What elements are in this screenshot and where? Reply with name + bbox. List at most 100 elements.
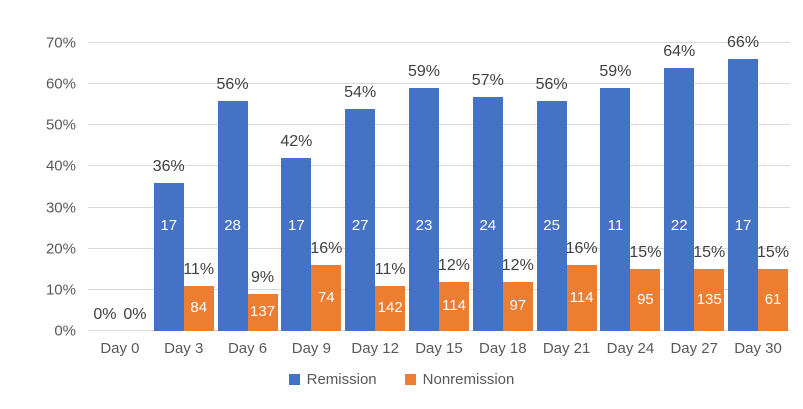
gridline-20pct: [88, 247, 790, 249]
x-axis-category-label-day-6: Day 6: [227, 340, 268, 357]
count-label: 23: [415, 217, 433, 234]
pct-label: 16%: [565, 240, 598, 258]
bar-nonremission-day-18[interactable]: 12% 97: [502, 257, 534, 331]
bar-nonremission-day-12[interactable]: 11% 142: [375, 261, 406, 331]
count-label: 74: [318, 289, 335, 307]
pct-label: 11%: [374, 260, 406, 278]
bar-groups: 0% 0% 36% 17 11% 84 56% 28 9% 137 42% 17 16% 74 54% 27 1…: [88, 34, 790, 331]
y-axis-tick-label: 10%: [45, 281, 76, 299]
bar-group-day-18: 57% 24 12% 97: [471, 43, 535, 331]
bar-remission-day-6[interactable]: 56% 28: [217, 76, 249, 331]
count-label: 135: [696, 291, 722, 309]
bar-group-day-0: 0% 0%: [88, 43, 152, 331]
x-axis-category-label-day-3: Day 3: [164, 340, 204, 357]
gridline-70pct: [88, 42, 790, 43]
bar-nonremission-day-3[interactable]: 11% 84: [183, 261, 214, 331]
legend: Remission Nonremission: [0, 371, 803, 388]
pct-label: 54%: [344, 83, 377, 101]
pct-label: 0%: [123, 306, 147, 323]
gridline-30pct: [88, 206, 790, 208]
count-label: 142: [377, 299, 403, 317]
pct-label: 12%: [437, 256, 470, 274]
bar-nonremission-day-21[interactable]: 16% 114: [566, 240, 598, 331]
bar-group-day-6: 56% 28 9% 137: [216, 43, 280, 331]
x-axis-category-label-day-9: Day 9: [291, 340, 331, 357]
count-label: 17: [734, 217, 752, 234]
gridline-40pct: [88, 165, 790, 167]
bar-group-day-12: 54% 27 11% 142: [343, 43, 407, 331]
bar-group-day-30: 66% 17 15% 61: [726, 34, 790, 331]
bar-group-day-27: 64% 22 15% 135: [662, 43, 726, 331]
count-label: 28: [224, 217, 241, 234]
x-axis-category-label-day-21: Day 21: [542, 340, 591, 357]
bar-nonremission-day-30[interactable]: 15% 61: [757, 244, 789, 331]
count-label: 137: [250, 303, 276, 321]
bar-group-day-9: 42% 17 16% 74: [279, 43, 343, 331]
pct-label: 15%: [693, 244, 726, 262]
pct-label: 59%: [599, 63, 632, 81]
y-axis-tick-label: 70%: [45, 34, 76, 52]
pct-label: 12%: [501, 256, 534, 274]
x-axis-category-label-day-30: Day 30: [734, 340, 782, 357]
count-label: 114: [569, 289, 594, 307]
x-axis-category-label-day-27: Day 27: [670, 340, 718, 357]
x-axis-category-label-day-24: Day 24: [606, 340, 655, 357]
x-axis: Day 0 Day 3 Day 6 Day 9 Day 12 Day 15 Day 18 Da…: [88, 340, 790, 357]
bar-nonremission-day-9[interactable]: 16% 74: [310, 240, 342, 331]
bar-group-day-21: 56% 25 16% 114: [535, 43, 599, 331]
bar-remission-day-24[interactable]: 59% 11: [599, 63, 631, 331]
bar-remission-day-9[interactable]: 42% 17: [280, 133, 312, 331]
legend-label: Remission: [306, 371, 377, 388]
plot-area: 0% 0% 36% 17 11% 84 56% 28 9% 137 42% 17 16% 74 54% 27 1…: [88, 34, 790, 331]
bar-remission-day-18[interactable]: 57% 24: [472, 72, 504, 331]
x-axis-category-label-day-15: Day 15: [415, 340, 463, 357]
count-label: 84: [190, 299, 208, 317]
bar-nonremission-day-27[interactable]: 15% 135: [693, 244, 725, 331]
x-axis-category-label-day-0: Day 0: [100, 340, 140, 357]
pct-label: 42%: [280, 133, 313, 151]
y-axis-tick-label: 30%: [45, 199, 76, 217]
bar-nonremission-day-6[interactable]: 9% 137: [247, 269, 278, 331]
count-label: 114: [442, 297, 466, 315]
count-label: 11: [607, 217, 624, 234]
y-axis: 0% 10% 20% 30% 40% 50% 60% 70%: [0, 35, 76, 340]
legend-swatch-nonremission: [404, 374, 416, 385]
count-label: 17: [160, 217, 178, 234]
pct-label: 64%: [663, 42, 696, 60]
y-axis-tick-label: 0%: [54, 322, 76, 340]
bar-remission-day-12[interactable]: 54% 27: [344, 84, 376, 331]
x-axis-category-label-day-12: Day 12: [351, 340, 399, 357]
y-axis-tick-label: 60%: [45, 75, 76, 93]
count-label: 97: [509, 297, 527, 315]
bar-remission-day-30[interactable]: 66% 17: [727, 34, 759, 331]
count-label: 27: [351, 217, 369, 234]
bar-group-day-15: 59% 23 12% 114: [407, 43, 471, 331]
pct-label: 57%: [471, 71, 504, 89]
bar-group-day-24: 59% 11 15% 95: [599, 43, 663, 331]
count-label: 25: [543, 217, 560, 234]
count-label: 95: [637, 291, 654, 309]
legend-item-remission[interactable]: Remission: [288, 371, 377, 388]
pct-label: 11%: [183, 260, 215, 278]
bar-remission-day-21[interactable]: 56% 25: [536, 76, 568, 331]
pct-label: 0%: [93, 306, 117, 323]
bar-nonremission-day-15[interactable]: 12% 114: [438, 257, 470, 331]
bar-remission-day-27[interactable]: 64% 22: [663, 43, 695, 331]
legend-item-nonremission[interactable]: Nonremission: [404, 371, 515, 388]
pct-label: 36%: [152, 157, 185, 175]
count-label: 22: [670, 217, 688, 234]
x-axis-category-label-day-18: Day 18: [479, 340, 527, 357]
pct-label: 56%: [216, 75, 249, 93]
bar-remission-day-3[interactable]: 36% 17: [153, 158, 185, 331]
count-label: 24: [479, 217, 497, 234]
bar-nonremission-day-24[interactable]: 15% 95: [629, 244, 661, 331]
bar-remission-day-15[interactable]: 59% 23: [408, 63, 440, 331]
y-axis-tick-label: 50%: [45, 116, 76, 134]
legend-swatch-remission: [288, 374, 300, 385]
legend-label: Nonremission: [422, 371, 515, 388]
pct-label: 56%: [535, 75, 568, 93]
y-axis-tick-label: 40%: [45, 157, 76, 175]
bar-group-day-3: 36% 17 11% 84: [152, 43, 216, 331]
pct-label: 15%: [757, 244, 790, 262]
